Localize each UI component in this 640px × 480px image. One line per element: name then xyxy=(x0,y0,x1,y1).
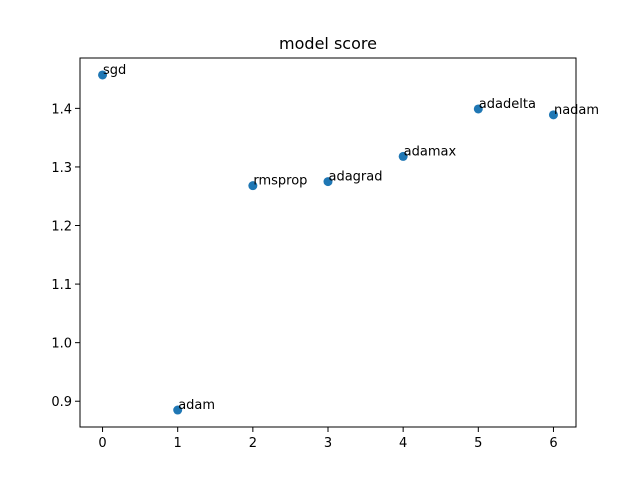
x-tick-label: 3 xyxy=(324,436,332,451)
data-point xyxy=(248,181,258,191)
y-tick-label: 1.4 xyxy=(51,102,72,117)
point-label: adadelta xyxy=(479,97,536,112)
data-point xyxy=(398,151,408,161)
x-tick-label: 0 xyxy=(98,436,106,451)
x-tick-label: 4 xyxy=(399,436,407,451)
y-tick-label: 1.2 xyxy=(51,220,72,235)
y-tick-label: 1.1 xyxy=(51,278,72,293)
x-tick-label: 6 xyxy=(549,436,557,451)
data-point xyxy=(173,405,183,415)
x-tick-label: 1 xyxy=(174,436,182,451)
x-tick-label: 5 xyxy=(474,436,482,451)
point-label: adagrad xyxy=(329,170,383,185)
data-point xyxy=(473,104,483,114)
point-label: adam xyxy=(178,398,215,413)
chart-title: model score xyxy=(279,34,377,53)
point-annotations: sgd adam rmsprop adagrad adamax adadelta nadam xyxy=(103,63,599,413)
data-point xyxy=(323,177,333,187)
y-tick-label: 0.9 xyxy=(51,395,72,410)
data-point xyxy=(98,70,108,80)
data-points xyxy=(98,70,558,415)
point-label: adamax xyxy=(404,144,457,159)
data-point xyxy=(548,110,558,120)
y-tick-label: 1.3 xyxy=(51,161,72,176)
y-tick-label: 1.0 xyxy=(51,337,72,352)
point-label: sgd xyxy=(103,63,126,78)
axes: 0 1 2 3 4 5 6 0.9 1.0 1.1 1.2 1.3 1.4 xyxy=(51,57,577,451)
point-label: rmsprop xyxy=(253,174,307,189)
x-tick-label: 2 xyxy=(249,436,257,451)
point-label: nadam xyxy=(554,103,599,118)
